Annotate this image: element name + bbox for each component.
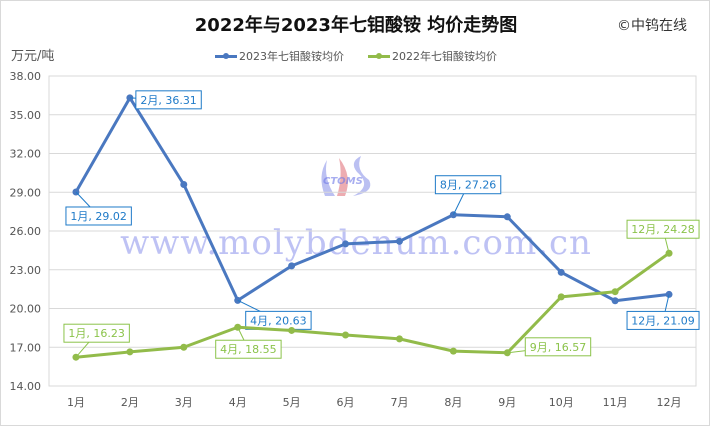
series-line-1 — [75, 251, 670, 359]
data-label-box — [63, 323, 130, 343]
data-point — [342, 240, 350, 248]
data-point — [449, 347, 457, 355]
data-point — [395, 335, 403, 343]
y-tick-label: 38.00 — [10, 70, 42, 83]
data-label: 1月, 16.23 — [68, 327, 124, 340]
logo-text: CTOMS — [323, 176, 363, 187]
legend-item-2022: 2022年七钼酸铵均价 — [368, 48, 497, 64]
data-label: 9月, 16.57 — [530, 341, 586, 354]
x-tick-label: 6月 — [337, 396, 355, 409]
y-axis-label: 万元/吨 — [11, 49, 55, 64]
copyright: ©中钨在线 — [617, 18, 687, 34]
data-label-box — [215, 339, 282, 359]
y-tick-label: 32.00 — [10, 148, 42, 161]
x-tick-label: 9月 — [498, 396, 516, 409]
data-label: 8月, 27.26 — [440, 179, 496, 192]
data-point — [288, 326, 296, 334]
data-label-box — [626, 310, 700, 330]
x-tick-label: 8月 — [444, 396, 462, 409]
data-point — [611, 288, 619, 296]
legend-marker — [215, 52, 237, 59]
legend: 2023年七钼酸铵均价 2022年七钼酸铵均价 — [1, 48, 709, 64]
x-tick-label: 12月 — [657, 396, 682, 409]
data-point — [395, 237, 403, 245]
data-point — [342, 331, 350, 339]
data-label-box — [65, 206, 132, 226]
data-label: 12月, 24.28 — [631, 223, 694, 236]
x-tick-label: 10月 — [549, 396, 574, 409]
series-line-0 — [74, 96, 670, 303]
legend-label: 2023年七钼酸铵均价 — [239, 50, 344, 63]
data-label: 2月, 36.31 — [140, 94, 196, 107]
data-point — [180, 181, 188, 188]
data-point — [503, 213, 511, 221]
data-label: 4月, 18.55 — [220, 343, 276, 356]
legend-marker — [368, 52, 390, 59]
y-tick-label: 35.00 — [10, 109, 42, 122]
x-tick-label: 3月 — [175, 396, 193, 409]
x-tick-label: 4月 — [229, 396, 247, 409]
y-tick-label: 23.00 — [10, 264, 42, 277]
data-label-box — [626, 219, 700, 239]
x-tick-label: 11月 — [603, 396, 628, 409]
data-point — [126, 348, 134, 356]
data-label: 12月, 21.09 — [631, 314, 694, 327]
data-label-box — [135, 90, 202, 110]
data-label: 1月, 29.02 — [70, 210, 126, 223]
chart-title: 2022年与2023年七钼酸铵 均价走势图 — [194, 15, 518, 36]
data-point — [557, 293, 565, 301]
legend-item-2023: 2023年七钼酸铵均价 — [215, 48, 344, 64]
y-tick-label: 20.00 — [10, 303, 42, 316]
data-point — [665, 249, 673, 257]
data-point — [557, 268, 565, 276]
y-tick-label: 26.00 — [10, 225, 42, 238]
legend-label: 2022年七钼酸铵均价 — [392, 50, 497, 63]
y-tick-label: 17.00 — [10, 341, 42, 354]
data-label-box — [524, 337, 592, 357]
data-point — [288, 262, 296, 270]
y-tick-label: 29.00 — [10, 186, 42, 199]
x-tick-label: 5月 — [283, 396, 301, 409]
data-label: 4月, 20.63 — [250, 314, 306, 327]
data-label-box — [434, 175, 502, 195]
y-tick-label: 14.00 — [10, 380, 42, 393]
data-point — [611, 297, 619, 305]
data-point — [180, 343, 188, 351]
x-tick-label: 1月 — [67, 396, 85, 409]
ctoms-logo: CTOMS — [313, 156, 393, 206]
x-tick-label: 7月 — [390, 396, 408, 409]
x-tick-label: 2月 — [121, 396, 139, 409]
